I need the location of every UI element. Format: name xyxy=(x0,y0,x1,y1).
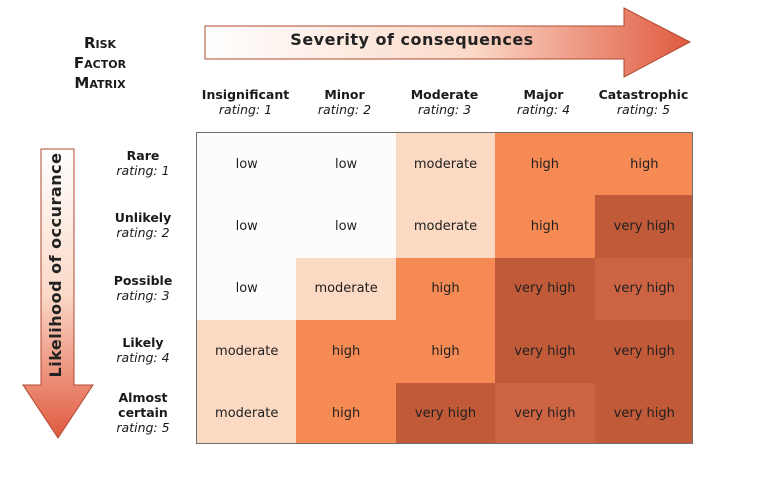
matrix-cell: high xyxy=(395,320,496,383)
matrix-cell: high xyxy=(495,195,595,258)
severity-axis-label: Severity of consequences xyxy=(290,30,534,49)
risk-matrix-grid: low low moderate high high low low moder… xyxy=(196,132,693,444)
column-header-5: Catastrophic rating: 5 xyxy=(594,87,693,117)
matrix-cell: high xyxy=(594,133,692,196)
column-rating: rating: 2 xyxy=(317,102,372,117)
row-name: Rare xyxy=(126,148,160,163)
matrix-cell: high xyxy=(296,382,396,443)
column-name: Major xyxy=(523,87,564,102)
column-name: Insignificant xyxy=(201,87,290,102)
row-header-2: Unlikely rating: 2 xyxy=(100,210,186,240)
column-rating: rating: 5 xyxy=(616,102,671,117)
row-name: Unlikely xyxy=(114,210,172,225)
matrix-cell: moderate xyxy=(395,195,496,258)
likelihood-arrow xyxy=(22,148,94,439)
matrix-cell: very high xyxy=(395,382,496,443)
column-rating: rating: 4 xyxy=(516,102,571,117)
title-line-3: Matrix xyxy=(74,74,126,92)
row-header-1: Rare rating: 1 xyxy=(100,148,186,178)
matrix-cell: very high xyxy=(594,382,692,443)
matrix-cell: low xyxy=(197,195,297,258)
matrix-cell: low xyxy=(197,257,297,321)
column-name: Catastrophic xyxy=(598,87,689,102)
row-rating: rating: 1 xyxy=(116,163,170,178)
matrix-cell: high xyxy=(296,320,396,383)
matrix-cell: very high xyxy=(594,320,692,383)
row-rating: rating: 4 xyxy=(116,350,170,365)
title-line-1: Risk xyxy=(83,34,117,52)
column-rating: rating: 3 xyxy=(417,102,472,117)
column-header-1: Insignificant rating: 1 xyxy=(196,87,295,117)
matrix-cell: low xyxy=(296,133,396,196)
row-header-3: Possible rating: 3 xyxy=(100,273,186,303)
matrix-cell: moderate xyxy=(395,133,496,196)
matrix-cell: high xyxy=(395,257,496,321)
row-rating: rating: 5 xyxy=(116,420,170,435)
title-line-2: Factor xyxy=(73,54,127,72)
matrix-cell: very high xyxy=(594,195,692,258)
matrix-cell: moderate xyxy=(197,382,297,443)
row-rating: rating: 3 xyxy=(116,288,170,303)
column-header-4: Major rating: 4 xyxy=(494,87,593,117)
row-header-5: Almost certain rating: 5 xyxy=(100,390,186,435)
matrix-title: Risk Factor Matrix xyxy=(55,33,145,93)
row-name: Likely xyxy=(122,335,164,350)
column-name: Moderate xyxy=(410,87,479,102)
matrix-cell: very high xyxy=(495,382,595,443)
likelihood-axis-label: Likelihood of occurance xyxy=(46,152,65,378)
matrix-cell: high xyxy=(495,133,595,196)
row-name: Possible xyxy=(113,273,173,288)
matrix-cell: moderate xyxy=(197,320,297,383)
matrix-cell: very high xyxy=(594,257,692,321)
column-rating: rating: 1 xyxy=(218,102,273,117)
row-header-4: Likely rating: 4 xyxy=(100,335,186,365)
matrix-cell: moderate xyxy=(296,257,396,321)
matrix-cell: low xyxy=(197,133,297,196)
matrix-cell: very high xyxy=(495,257,595,321)
column-header-2: Minor rating: 2 xyxy=(295,87,394,117)
matrix-cell: low xyxy=(296,195,396,258)
column-name: Minor xyxy=(324,87,365,102)
row-rating: rating: 2 xyxy=(116,225,170,240)
row-name: Almost certain xyxy=(118,390,168,420)
column-header-3: Moderate rating: 3 xyxy=(395,87,494,117)
severity-arrow xyxy=(204,7,692,78)
matrix-cell: very high xyxy=(495,320,595,383)
